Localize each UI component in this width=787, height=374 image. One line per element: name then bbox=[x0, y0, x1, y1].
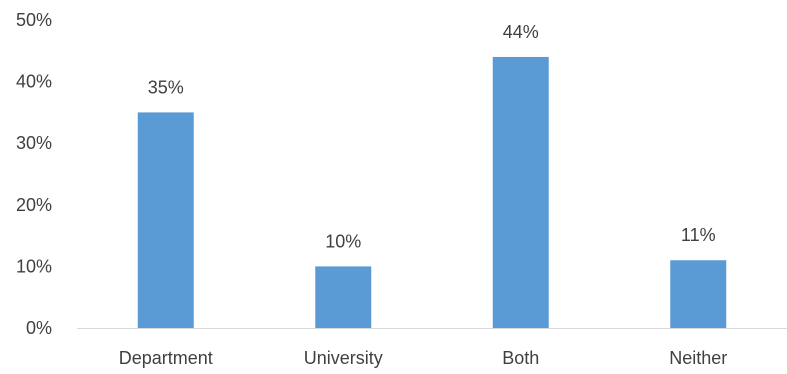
bar-neither bbox=[670, 260, 727, 328]
bar-series bbox=[137, 56, 727, 329]
y-axis: 0% 10% 20% 30% 40% 50% bbox=[16, 10, 52, 338]
data-label: 10% bbox=[325, 231, 361, 251]
x-tick-label: Neither bbox=[669, 348, 727, 368]
bar-both bbox=[492, 56, 549, 329]
x-tick-label: Department bbox=[119, 348, 213, 368]
y-tick-label: 0% bbox=[26, 318, 52, 338]
bar-department bbox=[137, 112, 194, 329]
y-tick-label: 50% bbox=[16, 10, 52, 30]
data-label: 11% bbox=[681, 225, 716, 245]
x-axis: Department University Both Neither bbox=[77, 328, 787, 368]
data-label: 35% bbox=[148, 77, 184, 97]
y-tick-label: 40% bbox=[16, 72, 52, 92]
x-tick-label: Both bbox=[502, 348, 539, 368]
bar-university bbox=[315, 266, 372, 328]
data-labels: 35% 10% 44% 11% bbox=[148, 22, 716, 251]
y-tick-label: 20% bbox=[16, 195, 52, 215]
y-tick-label: 10% bbox=[16, 256, 52, 276]
data-label: 44% bbox=[503, 22, 539, 42]
x-tick-label: University bbox=[304, 348, 383, 368]
y-tick-label: 30% bbox=[16, 133, 52, 153]
